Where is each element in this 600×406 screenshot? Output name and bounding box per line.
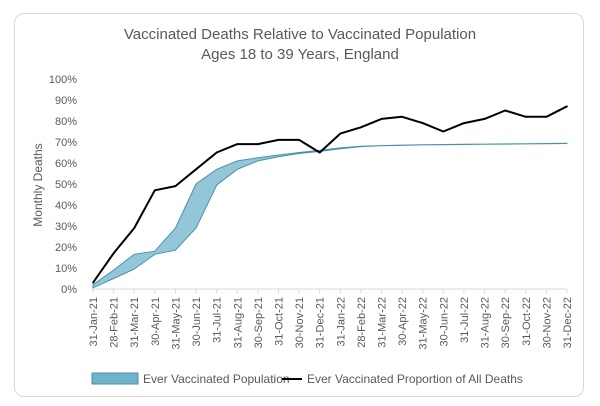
y-tick-label: 90% [55, 95, 77, 107]
x-tick-label: 31-Dec-22 [562, 297, 574, 348]
chart-title: Vaccinated Deaths Relative to Vaccinated… [124, 26, 476, 43]
y-axis-label: Monthly Deaths [31, 143, 45, 226]
x-tick-label: 30-Jun-22 [438, 297, 450, 347]
x-tick-label: 31-May-22 [418, 297, 430, 350]
data-point [298, 139, 300, 141]
x-tick-label: 31-Dec-21 [315, 297, 327, 348]
x-tick-label: 31-Oct-22 [521, 297, 533, 346]
x-tick-label: 31-Jan-21 [88, 297, 100, 347]
chart-frame [14, 13, 584, 397]
data-point [360, 126, 362, 129]
data-point [524, 116, 527, 118]
x-tick-label: 30-Nov-21 [294, 297, 306, 348]
x-tick-label: 30-Sep-21 [253, 297, 265, 348]
x-tick-label: 31-Jul-22 [459, 297, 471, 343]
series-area-ever-vaccinated-population [92, 142, 568, 289]
data-point [236, 143, 239, 145]
x-axis-ticks: 31-Jan-21 28-Feb-21 31-Mar-21 30-Apr-21 31-M… [88, 289, 574, 350]
x-tick-label: 31-Jul-21 [212, 297, 224, 343]
data-point [174, 185, 177, 187]
x-tick-label: 31-Mar-22 [377, 297, 389, 348]
data-point [277, 139, 280, 141]
x-tick-label: 30-Apr-21 [150, 297, 162, 346]
y-tick-label: 100% [49, 74, 77, 86]
data-point [318, 151, 321, 154]
y-tick-label: 50% [55, 179, 77, 191]
data-point [380, 118, 383, 120]
x-tick-label: 31-Oct-21 [273, 297, 285, 346]
data-point [154, 189, 156, 192]
x-tick-label: 31-Aug-22 [480, 297, 492, 348]
x-tick-label: 31-Jan-22 [335, 297, 347, 347]
data-point [195, 168, 197, 171]
x-tick-label: 30-Nov-22 [541, 297, 553, 348]
x-tick-label: 31-Aug-21 [232, 297, 244, 348]
legend-swatch-population [91, 372, 139, 385]
data-point [566, 105, 568, 108]
y-tick-label: 30% [55, 221, 77, 233]
y-tick-label: 10% [55, 263, 77, 275]
y-axis-ticks: 0% 10% 20% 30% 40% 50% 60% 70% 80% 90% 100% [49, 74, 77, 296]
legend-label-population: Ever Vaccinated Population [143, 372, 290, 386]
data-point [463, 122, 465, 124]
data-point [421, 122, 424, 124]
data-point [401, 116, 403, 118]
y-tick-label: 70% [55, 137, 77, 149]
data-point [339, 132, 342, 135]
data-point [215, 151, 218, 154]
data-point [92, 281, 94, 284]
y-tick-label: 0% [61, 284, 77, 296]
x-tick-label: 31-May-21 [170, 297, 182, 350]
y-tick-label: 20% [55, 242, 77, 254]
data-point [442, 130, 445, 133]
x-tick-label: 30-Sep-22 [500, 297, 512, 348]
y-tick-label: 60% [55, 158, 77, 170]
x-tick-label: 28-Feb-22 [356, 297, 368, 348]
chart-subtitle: Ages 18 to 39 Years, England [201, 46, 399, 63]
data-point [545, 116, 548, 118]
series-line-vaccinated-proportion-deaths [92, 105, 568, 284]
data-point [257, 143, 259, 145]
y-tick-label: 80% [55, 116, 77, 128]
data-point [112, 252, 115, 255]
data-point [504, 109, 506, 112]
x-tick-label: 28-Feb-21 [109, 297, 121, 348]
x-tick-label: 30-Jun-21 [191, 297, 203, 347]
x-tick-label: 31-Mar-21 [129, 297, 141, 348]
x-tick-label: 30-Apr-22 [397, 297, 409, 346]
data-point [483, 118, 486, 120]
y-tick-label: 40% [55, 200, 77, 212]
legend-label-deaths: Ever Vaccinated Proportion of All Deaths [307, 372, 523, 386]
legend: Ever Vaccinated Population Ever Vaccinat… [91, 372, 523, 386]
plot-area [92, 105, 568, 289]
data-point [133, 227, 136, 229]
